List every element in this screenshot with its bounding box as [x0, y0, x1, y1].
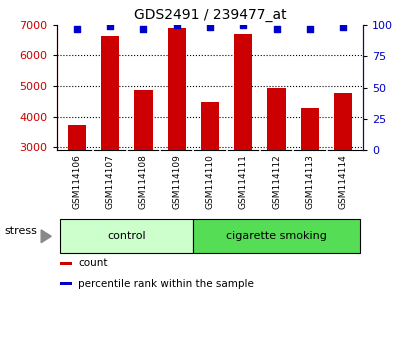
Bar: [60, 262, 72, 265]
Bar: [60, 219, 193, 253]
Text: GSM114113: GSM114113: [305, 154, 315, 209]
Text: stress: stress: [4, 226, 37, 236]
Text: GSM114109: GSM114109: [172, 154, 181, 209]
Bar: [234, 34, 252, 150]
Polygon shape: [41, 230, 51, 243]
Text: percentile rank within the sample: percentile rank within the sample: [78, 279, 254, 289]
Text: GSM114110: GSM114110: [205, 154, 215, 209]
Point: [307, 26, 313, 32]
Point: [240, 22, 247, 28]
Bar: [60, 282, 72, 285]
Bar: [134, 90, 152, 150]
Point: [140, 26, 147, 32]
Bar: [168, 28, 186, 150]
Bar: [193, 219, 360, 253]
Bar: [68, 125, 86, 150]
Bar: [201, 102, 219, 150]
Text: GSM114114: GSM114114: [339, 154, 348, 209]
Text: control: control: [108, 231, 146, 241]
Text: cigarette smoking: cigarette smoking: [226, 231, 327, 241]
Text: GSM114106: GSM114106: [72, 154, 81, 209]
Point: [207, 24, 213, 30]
Text: GSM114107: GSM114107: [105, 154, 115, 209]
Bar: [301, 108, 319, 150]
Text: GSM114108: GSM114108: [139, 154, 148, 209]
Point: [340, 24, 346, 30]
Point: [107, 23, 113, 29]
Bar: [268, 87, 286, 150]
Point: [173, 22, 180, 28]
Bar: [334, 92, 352, 150]
Text: GSM114112: GSM114112: [272, 154, 281, 209]
Text: GSM114111: GSM114111: [239, 154, 248, 209]
Point: [273, 26, 280, 32]
Point: [74, 26, 80, 32]
Text: count: count: [78, 258, 108, 268]
Bar: [101, 36, 119, 150]
Title: GDS2491 / 239477_at: GDS2491 / 239477_at: [134, 8, 286, 22]
